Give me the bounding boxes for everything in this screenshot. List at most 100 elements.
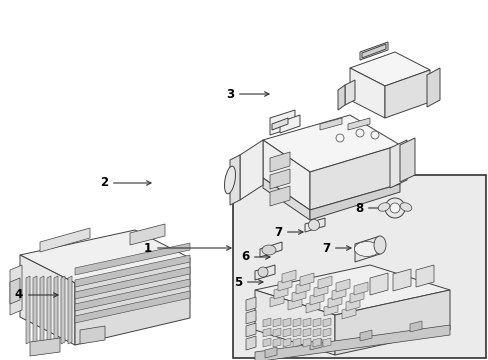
Polygon shape	[305, 218, 325, 232]
Polygon shape	[68, 276, 72, 344]
Polygon shape	[349, 52, 429, 86]
Polygon shape	[264, 347, 276, 358]
Polygon shape	[263, 328, 270, 337]
Polygon shape	[303, 328, 310, 337]
Polygon shape	[299, 273, 313, 286]
Polygon shape	[20, 255, 75, 345]
Polygon shape	[312, 318, 320, 327]
Ellipse shape	[262, 245, 275, 255]
Text: 5: 5	[233, 275, 263, 288]
Polygon shape	[303, 338, 310, 347]
Polygon shape	[263, 338, 270, 347]
Polygon shape	[269, 186, 289, 206]
Polygon shape	[280, 115, 299, 133]
Polygon shape	[349, 290, 363, 303]
Polygon shape	[399, 138, 414, 182]
Circle shape	[335, 134, 343, 142]
Polygon shape	[40, 228, 90, 252]
Polygon shape	[272, 328, 281, 337]
Ellipse shape	[354, 242, 379, 256]
Polygon shape	[415, 265, 433, 287]
Text: 4: 4	[15, 288, 58, 302]
Polygon shape	[303, 318, 310, 327]
Polygon shape	[323, 318, 330, 327]
Polygon shape	[341, 306, 355, 319]
Polygon shape	[254, 265, 274, 280]
Polygon shape	[369, 273, 387, 295]
Circle shape	[258, 267, 267, 277]
Polygon shape	[353, 282, 367, 295]
Text: 3: 3	[225, 87, 268, 100]
Polygon shape	[75, 267, 190, 299]
Polygon shape	[245, 323, 256, 337]
Polygon shape	[283, 318, 290, 327]
Polygon shape	[269, 110, 294, 135]
Polygon shape	[349, 68, 384, 118]
Polygon shape	[282, 270, 295, 283]
Bar	[232, 175, 485, 358]
Polygon shape	[75, 258, 190, 345]
Polygon shape	[75, 291, 190, 323]
Polygon shape	[313, 284, 327, 297]
Polygon shape	[75, 243, 190, 275]
Polygon shape	[384, 70, 429, 118]
Polygon shape	[334, 290, 449, 355]
Polygon shape	[426, 68, 439, 107]
Polygon shape	[80, 326, 105, 344]
Polygon shape	[347, 118, 369, 130]
Polygon shape	[346, 298, 359, 311]
Polygon shape	[61, 276, 65, 344]
Polygon shape	[324, 303, 337, 316]
Polygon shape	[361, 44, 385, 58]
Polygon shape	[40, 276, 44, 344]
Polygon shape	[312, 328, 320, 337]
Text: 7: 7	[273, 225, 303, 238]
Polygon shape	[359, 42, 387, 60]
Text: 2: 2	[100, 176, 151, 189]
Polygon shape	[10, 278, 20, 304]
Polygon shape	[254, 290, 334, 355]
Polygon shape	[327, 295, 341, 308]
Polygon shape	[323, 328, 330, 337]
Circle shape	[389, 203, 399, 213]
Text: 6: 6	[240, 251, 269, 264]
Polygon shape	[287, 297, 302, 310]
Polygon shape	[292, 318, 301, 327]
Polygon shape	[292, 328, 301, 337]
Ellipse shape	[399, 203, 411, 211]
Polygon shape	[317, 276, 331, 289]
Polygon shape	[309, 145, 399, 210]
Polygon shape	[359, 330, 371, 341]
Polygon shape	[389, 140, 406, 188]
Polygon shape	[75, 279, 190, 311]
Polygon shape	[75, 255, 190, 287]
Polygon shape	[20, 230, 190, 283]
Polygon shape	[312, 338, 320, 347]
Polygon shape	[291, 289, 305, 302]
Ellipse shape	[224, 166, 235, 194]
Polygon shape	[269, 294, 284, 307]
Polygon shape	[269, 169, 289, 189]
Polygon shape	[319, 118, 341, 130]
Polygon shape	[269, 152, 289, 172]
Polygon shape	[309, 339, 321, 350]
Circle shape	[355, 129, 363, 137]
Polygon shape	[54, 276, 58, 344]
Text: 7: 7	[321, 242, 350, 255]
Polygon shape	[47, 276, 51, 344]
Polygon shape	[245, 336, 256, 350]
Polygon shape	[229, 155, 240, 205]
Circle shape	[308, 220, 319, 230]
Polygon shape	[240, 140, 263, 200]
Polygon shape	[283, 328, 290, 337]
Polygon shape	[263, 140, 309, 210]
Polygon shape	[392, 269, 410, 291]
Polygon shape	[245, 297, 256, 311]
Polygon shape	[263, 178, 309, 220]
Polygon shape	[278, 278, 291, 291]
Ellipse shape	[377, 203, 389, 211]
Polygon shape	[10, 265, 22, 315]
Polygon shape	[271, 118, 287, 130]
Circle shape	[384, 198, 404, 218]
Polygon shape	[272, 338, 281, 347]
